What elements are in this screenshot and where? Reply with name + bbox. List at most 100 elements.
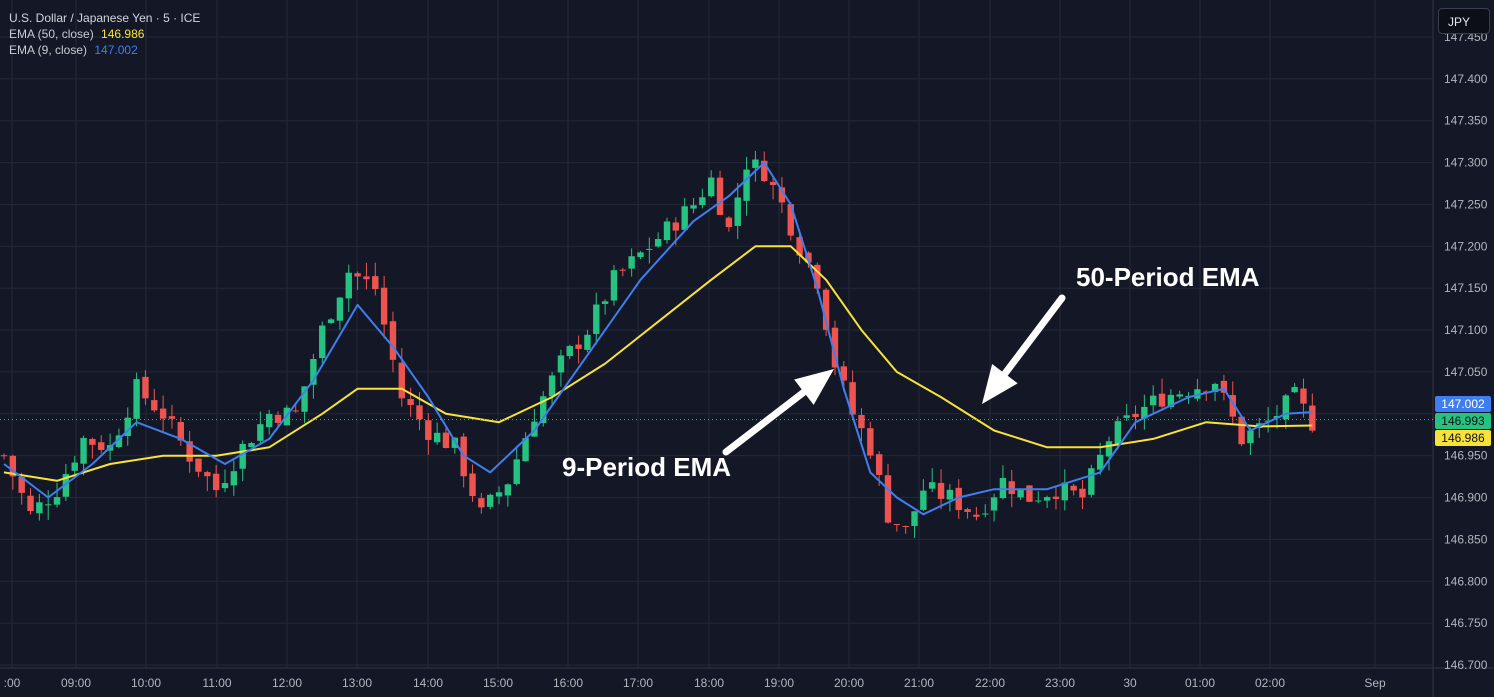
y-tick-label: 147.050 <box>1444 365 1488 379</box>
candle-body <box>9 455 17 477</box>
candle-body <box>708 177 715 197</box>
candle-body <box>1158 393 1166 407</box>
candle-body <box>946 489 954 500</box>
candle-body <box>752 159 759 168</box>
x-tick-label: 11:00 <box>202 676 231 690</box>
candle-body <box>548 375 556 397</box>
candle-body <box>195 458 202 472</box>
candle-body <box>920 490 927 510</box>
candle-body <box>372 276 379 290</box>
candle-body <box>45 504 52 506</box>
candle-body <box>1079 488 1086 498</box>
candle-body <box>681 206 688 230</box>
candle-body <box>274 414 282 423</box>
ema9-arrow-head <box>794 369 834 405</box>
y-tick-label: 147.400 <box>1444 72 1488 86</box>
x-tick-label: Sep <box>1364 676 1386 690</box>
candle-body <box>354 273 361 277</box>
ema9-value: 147.002 <box>94 43 138 57</box>
price-label-text: 146.993 <box>1441 414 1485 428</box>
candle-body <box>469 473 476 497</box>
candle-body <box>1141 406 1148 419</box>
candle-body <box>999 477 1007 499</box>
candle-body <box>1096 454 1104 470</box>
candle-body <box>902 526 909 528</box>
candle-body <box>716 177 724 215</box>
candle-body <box>699 197 706 206</box>
candle-body <box>1061 482 1068 501</box>
candle-body <box>80 437 87 464</box>
candle-body <box>1220 380 1228 393</box>
candle-body <box>982 513 989 515</box>
candle-body <box>1247 430 1254 444</box>
x-tick-label: 30 <box>1123 676 1137 690</box>
candle-body <box>27 495 34 511</box>
ema9-line <box>3 161 1313 516</box>
candle-body <box>425 420 432 440</box>
x-tick-label: 22:00 <box>975 676 1005 690</box>
x-tick-label: 17:00 <box>623 676 653 690</box>
candle-body <box>1008 481 1015 495</box>
candle-body <box>487 494 494 507</box>
candle-body <box>1194 389 1201 399</box>
price-label-box <box>1435 396 1491 412</box>
price-label-text: 146.986 <box>1441 431 1485 445</box>
candle-body <box>822 289 830 330</box>
candle-body <box>875 454 883 475</box>
symbol-title: U.S. Dollar / Japanese Yen · 5 · ICE <box>9 11 201 25</box>
annotation-ema9: 9-Period EMA <box>562 452 732 482</box>
candle-body <box>416 405 423 420</box>
ema9-arrow-shaft <box>722 388 808 456</box>
candle-body <box>610 270 618 301</box>
candle-body <box>831 327 839 368</box>
candle-body <box>628 256 635 269</box>
candle-body <box>380 287 388 325</box>
candle-body <box>177 422 184 441</box>
chart-legend: U.S. Dollar / Japanese Yen · 5 · ICE EMA… <box>9 10 200 58</box>
x-tick-label: 14:00 <box>413 676 443 690</box>
candle-body <box>884 475 892 523</box>
candle-body <box>1017 488 1024 498</box>
candle-body <box>257 424 264 441</box>
candle-body <box>301 386 308 412</box>
candle-body <box>1282 395 1289 420</box>
x-tick-label: 02:00 <box>1255 676 1285 690</box>
ema50-label: EMA (50, close) <box>9 27 94 41</box>
candle-body <box>168 416 176 419</box>
candle-body <box>725 217 733 228</box>
y-tick-label: 146.750 <box>1444 616 1488 630</box>
x-tick-label: :00 <box>4 676 21 690</box>
candle-body <box>266 413 273 428</box>
candle-body <box>796 237 803 256</box>
candle-body <box>18 476 25 493</box>
candle-body <box>1211 383 1219 393</box>
candle-body <box>62 474 70 497</box>
candle-body <box>407 399 414 406</box>
currency-button[interactable]: JPY <box>1438 8 1490 34</box>
candle-body <box>787 204 794 236</box>
candle-body <box>1052 496 1060 500</box>
candle-body <box>151 400 158 411</box>
candle-body <box>734 197 741 226</box>
candle-body <box>990 497 998 511</box>
ema50-arrow-head <box>982 364 1018 404</box>
x-tick-label: 18:00 <box>694 676 724 690</box>
candle-body <box>575 344 582 349</box>
candle-body <box>601 301 609 304</box>
candle-body <box>867 428 874 456</box>
x-tick-label: 09:00 <box>61 676 91 690</box>
candle-body <box>964 509 971 512</box>
candle-body <box>212 473 220 491</box>
x-tick-label: 19:00 <box>764 676 794 690</box>
candle-body <box>71 462 78 471</box>
candle-body <box>1035 500 1042 502</box>
candle-body <box>319 325 326 359</box>
candle-body <box>1229 395 1236 417</box>
x-tick-label: 15:00 <box>483 676 513 690</box>
candle-body <box>973 514 980 517</box>
x-tick-label: 13:00 <box>342 676 372 690</box>
candle-body <box>1309 405 1316 431</box>
candle-body <box>522 438 529 462</box>
candle-body <box>159 408 167 419</box>
